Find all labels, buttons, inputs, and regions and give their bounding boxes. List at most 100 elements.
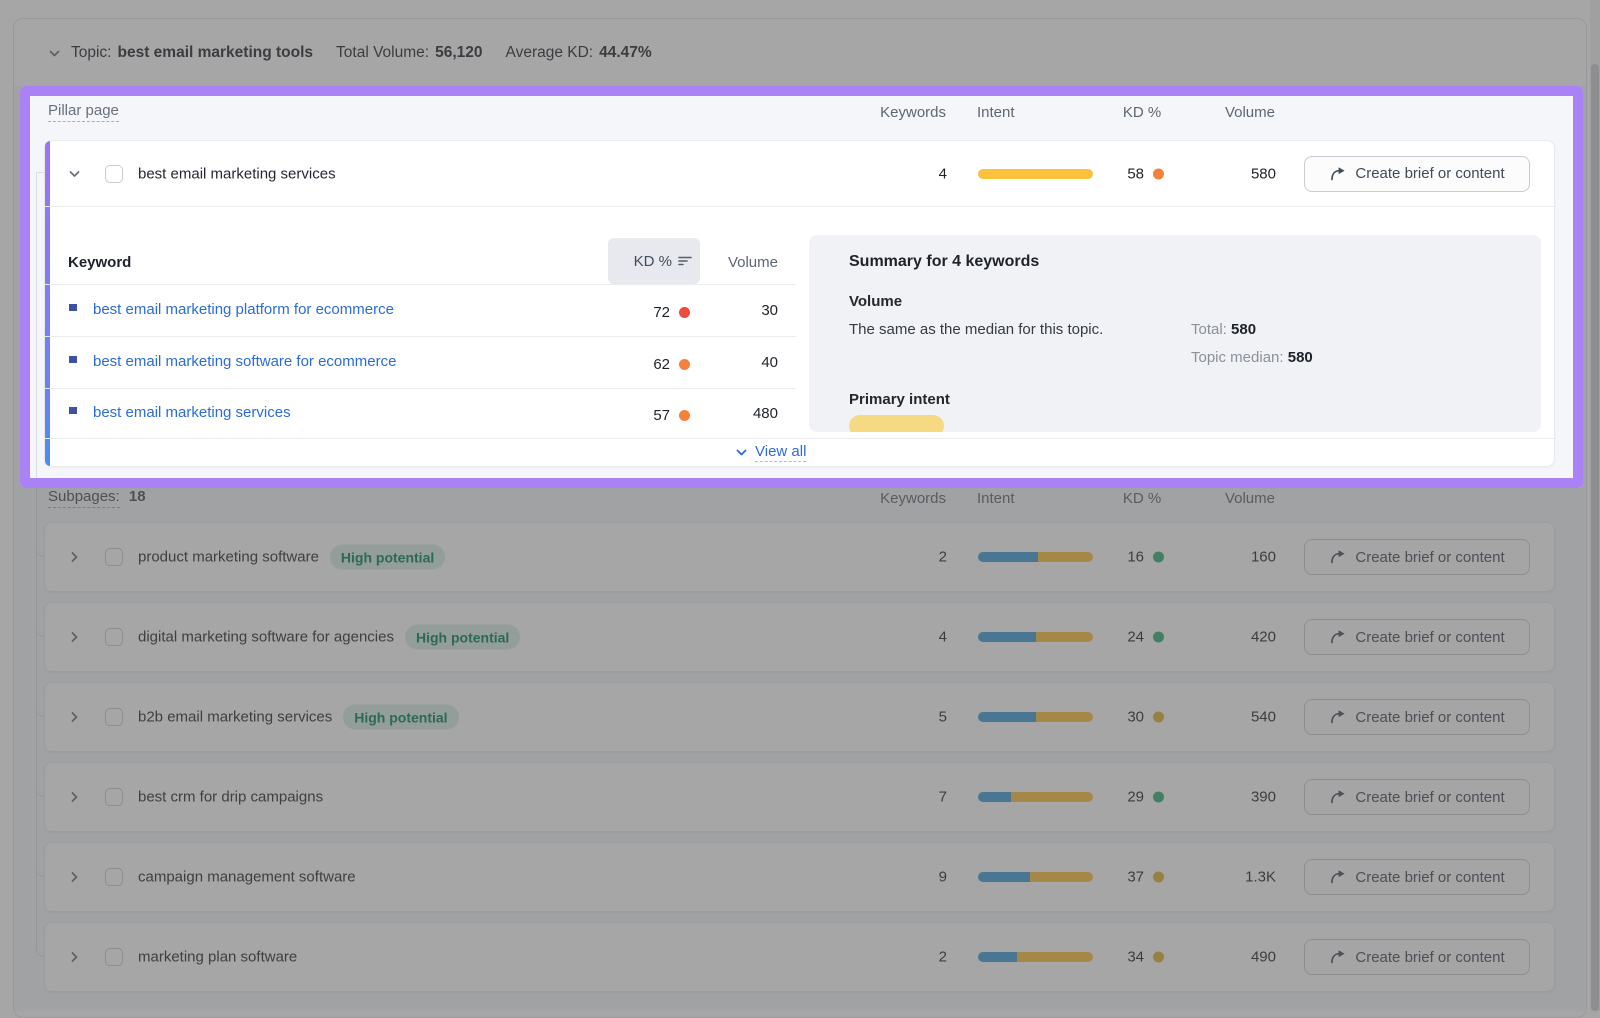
tree-connector-elbow <box>36 941 45 957</box>
pillar-keywords-count: 4 <box>938 165 947 182</box>
column-header-intent: Intent <box>977 104 1015 121</box>
subpage-keywords-count: 5 <box>938 708 947 726</box>
subpage-title: b2b email marketing services <box>138 708 333 726</box>
pillar-collapse-chevron-down-icon[interactable] <box>67 166 82 181</box>
subpage-keywords-count: 9 <box>938 868 947 886</box>
expand-chevron-right-icon[interactable] <box>67 870 82 885</box>
redirect-arrow-icon <box>1329 166 1346 182</box>
subpage-checkbox[interactable] <box>105 868 123 886</box>
subpage-kd-value: 24 <box>1127 628 1144 646</box>
total-volume: Total Volume: 56,120 <box>336 44 482 62</box>
subpage-title: campaign management software <box>138 868 356 886</box>
subpage-intent-bar <box>978 712 1093 722</box>
subpage-keywords-count: 7 <box>938 788 947 806</box>
keyword-row: best email marketing platform for ecomme… <box>45 284 796 336</box>
kd-dot <box>1153 551 1164 563</box>
subpage-row[interactable]: digital marketing software for agencies … <box>44 602 1555 672</box>
chevron-down-icon <box>735 446 748 459</box>
summary-median-label: Topic median: <box>1191 349 1284 366</box>
view-all-link[interactable]: View all <box>735 443 807 462</box>
summary-total-label: Total: <box>1191 321 1227 338</box>
expand-chevron-right-icon[interactable] <box>67 550 82 565</box>
subpage-kd-value: 30 <box>1127 708 1144 726</box>
keyword-table-header-keyword: Keyword <box>68 254 132 271</box>
divider <box>45 438 1554 439</box>
subpage-kd: 29 <box>1094 789 1164 806</box>
subpage-row[interactable]: campaign management software 9 37 1.3K C… <box>44 842 1555 912</box>
create-brief-label: Create brief or content <box>1355 788 1505 806</box>
keyword-kd-value: 62 <box>653 356 670 373</box>
column-header-kd: KD % <box>1122 104 1162 121</box>
subpage-row[interactable]: best crm for drip campaigns 7 29 390 Cre… <box>44 762 1555 832</box>
subpages-count: 18 <box>128 488 146 505</box>
column-header-volume: Volume <box>1224 490 1275 507</box>
create-brief-button[interactable]: Create brief or content <box>1304 699 1530 735</box>
subpage-row[interactable]: b2b email marketing services High potent… <box>44 682 1555 752</box>
pillar-checkbox[interactable] <box>105 164 123 183</box>
create-brief-label: Create brief or content <box>1355 868 1505 886</box>
pillar-intent-bar <box>978 168 1093 179</box>
pillar-row[interactable]: best email marketing services 4 58 580 C… <box>45 141 1554 206</box>
keyword-link[interactable]: best email marketing services <box>93 404 291 421</box>
summary-total-value: 580 <box>1231 321 1257 338</box>
subpage-title: best crm for drip campaigns <box>138 788 324 806</box>
expand-chevron-right-icon[interactable] <box>67 950 82 965</box>
collapse-chevron-down-icon[interactable] <box>47 46 62 61</box>
subpage-row[interactable]: product marketing software High potentia… <box>44 522 1555 592</box>
subpage-volume: 390 <box>1250 788 1276 806</box>
create-brief-button[interactable]: Create brief or content <box>1304 155 1530 192</box>
pillar-page-label[interactable]: Pillar page <box>48 102 119 122</box>
subpage-row[interactable]: marketing plan software 2 34 490 Create … <box>44 922 1555 992</box>
keyword-table-header-kd-sorted[interactable]: KD % <box>608 238 700 284</box>
subpage-checkbox[interactable] <box>105 788 123 806</box>
keyword-row: best email marketing software for ecomme… <box>45 336 796 388</box>
subpage-checkbox[interactable] <box>105 548 123 566</box>
keyword-row: best email marketing services 57 480 <box>45 388 796 438</box>
subpage-checkbox[interactable] <box>105 628 123 646</box>
create-brief-button[interactable]: Create brief or content <box>1304 939 1530 975</box>
view-all-label: View all <box>755 443 807 462</box>
keyword-volume: 30 <box>761 302 778 319</box>
high-potential-badge: High potential <box>329 544 446 570</box>
keyword-link[interactable]: best email marketing platform for ecomme… <box>93 301 394 318</box>
expand-chevron-right-icon[interactable] <box>67 630 82 645</box>
kd-dot <box>1153 631 1164 643</box>
subpage-intent-bar <box>978 552 1093 562</box>
column-header-intent: Intent <box>977 490 1015 507</box>
keyword-link[interactable]: best email marketing software for ecomme… <box>93 353 397 370</box>
redirect-arrow-icon <box>1329 869 1346 885</box>
scrollbar-thumb[interactable] <box>1591 64 1599 1011</box>
create-brief-label: Create brief or content <box>1355 548 1505 566</box>
summary-intent-heading: Primary intent <box>849 391 950 408</box>
create-brief-button[interactable]: Create brief or content <box>1304 619 1530 655</box>
create-brief-button[interactable]: Create brief or content <box>1304 539 1530 575</box>
tree-connector-elbow <box>36 701 45 717</box>
subpage-kd-value: 37 <box>1127 868 1144 886</box>
subpage-checkbox[interactable] <box>105 948 123 966</box>
create-brief-button[interactable]: Create brief or content <box>1304 779 1530 815</box>
subpage-kd-value: 34 <box>1127 948 1144 966</box>
kd-dot <box>1153 951 1164 963</box>
subpage-checkbox[interactable] <box>105 708 123 726</box>
create-brief-label: Create brief or content <box>1355 948 1505 966</box>
keyword-kd-value: 72 <box>653 304 670 321</box>
subpage-volume: 1.3K <box>1245 868 1276 886</box>
subpage-intent-bar <box>978 632 1093 642</box>
summary-volume-note: The same as the median for this topic. <box>849 321 1104 338</box>
keyword-kd-value: 57 <box>653 407 670 424</box>
expand-chevron-right-icon[interactable] <box>67 710 82 725</box>
summary-median: Topic median: 580 <box>1191 349 1313 366</box>
create-brief-label: Create brief or content <box>1355 165 1505 182</box>
summary-panel: Summary for 4 keywords Volume The same a… <box>809 235 1541 432</box>
subpage-kd: 24 <box>1094 629 1164 646</box>
subpage-intent-bar <box>978 872 1093 882</box>
redirect-arrow-icon <box>1329 629 1346 645</box>
pillar-kd-value: 58 <box>1127 165 1144 182</box>
redirect-arrow-icon <box>1329 949 1346 965</box>
expand-chevron-right-icon[interactable] <box>67 790 82 805</box>
summary-volume-heading: Volume <box>849 293 903 310</box>
tree-connector-elbow <box>36 621 45 637</box>
subpages-label[interactable]: Subpages: <box>48 488 120 508</box>
subpage-kd-value: 29 <box>1127 788 1144 806</box>
create-brief-button[interactable]: Create brief or content <box>1304 859 1530 895</box>
